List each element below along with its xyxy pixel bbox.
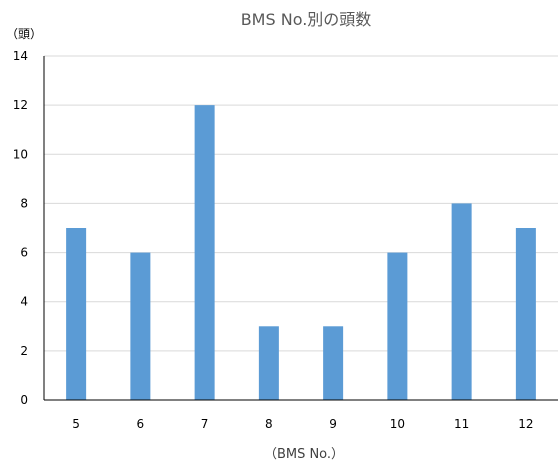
x-axis-ticks: 5 6 7 8 9 10 11 12 [72, 417, 533, 431]
bar-12 [515, 228, 536, 400]
x-tick-label: 11 [454, 417, 469, 431]
y-tick-label: 0 [20, 393, 28, 407]
x-tick-label: 5 [72, 417, 80, 431]
bar-6 [130, 252, 151, 400]
y-tick-label: 6 [20, 246, 28, 260]
x-tick-label: 9 [329, 417, 337, 431]
y-tick-label: 12 [13, 98, 28, 112]
bar-7 [194, 105, 215, 401]
gridlines [44, 55, 558, 352]
chart-title: BMS No.別の頭数 [241, 10, 372, 29]
y-tick-label: 14 [13, 49, 28, 63]
bar-10 [387, 252, 408, 400]
bar-5 [66, 228, 87, 400]
y-axis-ticks: 0 2 4 6 8 10 12 14 [13, 49, 28, 407]
y-tick-label: 2 [20, 344, 28, 358]
bar-8 [258, 326, 279, 400]
bar-11 [451, 203, 472, 400]
y-tick-label: 10 [13, 147, 28, 161]
bars [66, 105, 536, 401]
y-tick-label: 4 [20, 295, 28, 309]
x-tick-label: 6 [137, 417, 145, 431]
x-tick-label: 12 [518, 417, 533, 431]
x-axis-label: （BMS No.） [264, 447, 344, 461]
x-tick-label: 10 [390, 417, 405, 431]
x-tick-label: 7 [201, 417, 209, 431]
x-tick-label: 8 [265, 417, 273, 431]
y-axis-unit-label: （頭） [6, 27, 42, 41]
y-tick-label: 8 [20, 196, 28, 210]
bar-9 [323, 326, 344, 400]
